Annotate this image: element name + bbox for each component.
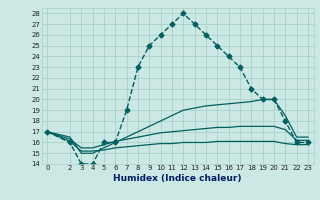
X-axis label: Humidex (Indice chaleur): Humidex (Indice chaleur) [113,174,242,183]
